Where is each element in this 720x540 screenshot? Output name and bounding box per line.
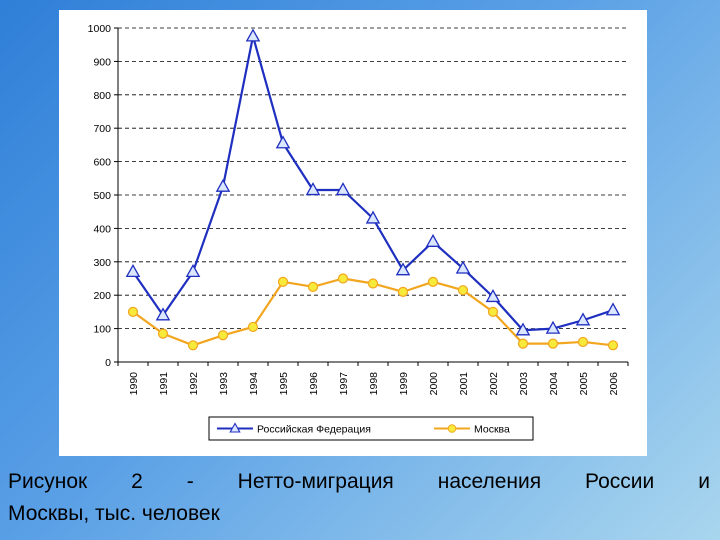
data-point-circle [397,286,409,297]
legend-label: Москва [474,424,510,436]
legend-box [208,416,534,441]
data-point-triangle [545,320,561,334]
data-point-circle [607,340,619,351]
data-point-circle [127,306,139,317]
caption-word: населения [437,470,542,493]
caption-word: и [698,470,710,493]
data-point-triangle [515,322,531,336]
data-point-triangle [305,182,321,196]
x-tick-label: 1997 [338,372,350,396]
chart-panel: 0 100 200 300 400 500 600 700 800 900 1000 1990 1991… [59,10,647,456]
data-point-circle [517,338,529,349]
x-tick-label: 2000 [428,372,440,396]
y-tick-label: 0 [105,357,111,369]
data-point-circle [457,285,469,296]
legend-marker-triangle [229,422,241,433]
x-tick-label: 1993 [218,372,230,396]
caption-word: 2 [131,470,143,493]
x-tick-label: 1991 [158,372,170,396]
data-point-triangle [245,28,261,42]
x-tick-label: 2005 [578,372,590,396]
data-point-triangle [365,210,381,224]
data-point-triangle [215,178,231,192]
data-point-circle [367,278,379,289]
data-point-triangle [395,262,411,276]
x-tick-label: 2001 [458,372,470,396]
x-tick-label: 2004 [548,372,560,396]
data-point-triangle [155,307,171,321]
data-point-circle [427,276,439,287]
x-tick-label: 1999 [398,372,410,396]
data-point-triangle [275,135,291,149]
caption-word: Нетто-миграция [237,470,394,493]
y-tick-label: 400 [93,223,111,235]
data-point-circle [157,328,169,339]
x-tick-label: 1998 [368,372,380,396]
x-tick-label: 1992 [188,372,200,396]
caption-word: Рисунок [8,470,88,493]
data-point-triangle [605,302,621,316]
y-tick-label: 1000 [88,23,112,35]
x-tick-label: 2003 [518,372,530,396]
y-tick-label: 200 [93,290,111,302]
x-tick-label: 1995 [278,372,290,396]
y-tick-label: 500 [93,190,111,202]
data-point-circle [487,306,499,317]
data-point-circle [187,340,199,351]
y-tick-label: 100 [93,324,111,336]
y-tick-label: 800 [93,90,111,102]
line-chart: 0 100 200 300 400 500 600 700 800 900 1000 1990 1991… [88,23,629,441]
legend-marker-circle [447,424,457,433]
figure-caption: Рисунок 2 - Нетто-миграция населения Рос… [8,466,710,530]
data-point-circle [217,330,229,341]
data-point-circle [337,273,349,284]
caption-line-1: Рисунок 2 - Нетто-миграция населения Рос… [8,466,710,498]
data-point-triangle [485,289,501,303]
data-point-circle [307,281,319,292]
x-tick-label: 1994 [248,372,260,396]
data-point-triangle [455,260,471,274]
y-tick-label: 900 [93,56,111,68]
x-tick-label: 2002 [488,372,500,396]
y-tick-label: 600 [93,157,111,169]
x-tick-label: 1996 [308,372,320,396]
caption-line-2: Москвы, тыс. человек [8,502,220,525]
data-point-triangle [185,263,201,278]
data-point-circle [547,338,559,349]
data-point-circle [277,276,289,287]
y-tick-label: 700 [93,123,111,135]
data-point-triangle [425,233,441,247]
caption-word: - [186,470,194,493]
data-point-circle [577,336,589,348]
caption-word: России [585,470,655,493]
data-point-circle [247,321,259,333]
x-tick-label: 2006 [608,372,620,396]
data-point-triangle [575,312,591,326]
x-tick-label: 1990 [128,372,140,396]
data-point-triangle [125,263,141,278]
legend-label: Российская Федерация [257,424,371,436]
y-tick-label: 300 [93,257,111,269]
data-point-triangle [335,182,351,196]
